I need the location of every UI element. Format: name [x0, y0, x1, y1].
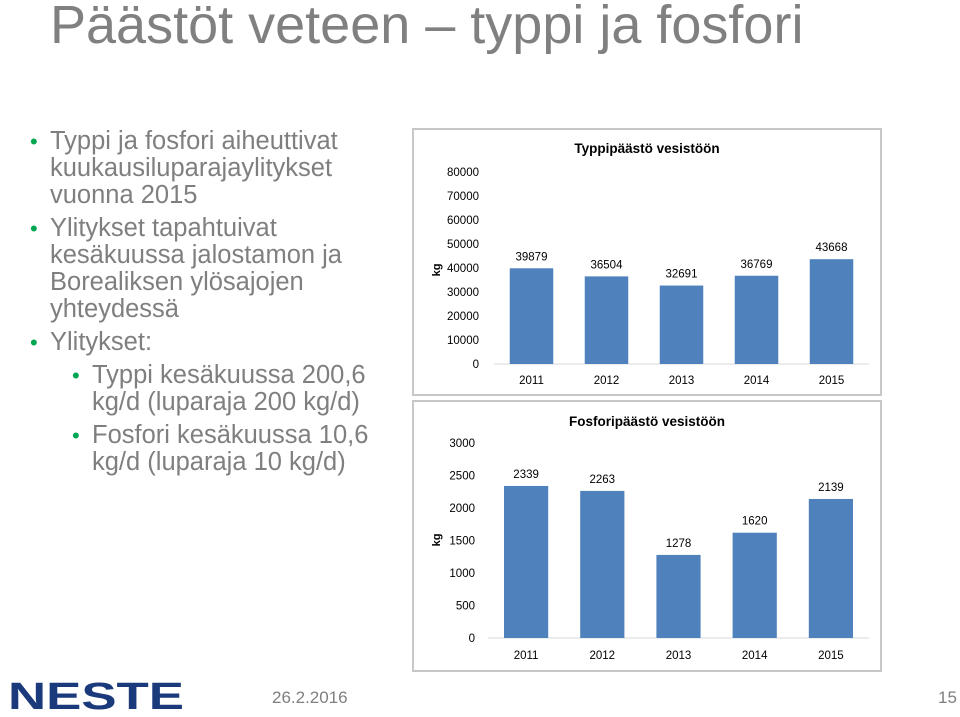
- page-number: 15: [938, 688, 957, 707]
- nitrogen-chart-svg: Typpipäästö vesistöön kg 0 10000 20000 30000 4…: [431, 141, 869, 387]
- y-tick-label: 0: [473, 359, 479, 371]
- y-tick-label: 2000: [449, 503, 475, 515]
- neste-logo-icon: NESTE: [8, 676, 184, 717]
- data-label: 2139: [818, 482, 844, 494]
- neste-logo: NESTE: [8, 676, 188, 717]
- x-tick-label: 2014: [742, 650, 768, 662]
- bar: [504, 485, 549, 638]
- data-label: 1620: [742, 516, 768, 528]
- neste-logo-text: NESTE: [8, 680, 184, 712]
- y-tick-label: 40000: [447, 263, 479, 275]
- phosphorus-chart-svg: Fosforipäästö vesistöön kg 0 500 1000 1500 200…: [431, 414, 869, 662]
- bullet-item: Ylitykset:: [30, 329, 400, 357]
- data-label: 43668: [816, 242, 848, 254]
- bar: [580, 490, 625, 638]
- y-tick-label: 3000: [449, 438, 475, 450]
- x-tick-label: 2013: [669, 375, 695, 387]
- bar: [659, 285, 704, 364]
- data-label: 2339: [513, 469, 539, 481]
- data-label: 39879: [516, 251, 548, 263]
- phosphorus-chart: Fosforipäästö vesistöön kg 0 500 1000 1500 200…: [412, 400, 882, 672]
- data-label: 36769: [741, 259, 773, 271]
- y-axis-label: kg: [431, 534, 443, 547]
- x-tick-label: 2014: [744, 375, 770, 387]
- bar: [809, 259, 854, 364]
- data-label: 1278: [666, 538, 692, 550]
- x-tick-label: 2012: [594, 375, 620, 387]
- y-tick-label: 1000: [449, 568, 475, 580]
- y-tick-label: 10000: [447, 335, 479, 347]
- footer-date: 26.2.2016: [272, 688, 348, 707]
- x-tick-label: 2015: [818, 650, 844, 662]
- chart-title: Fosforipäästö vesistöön: [569, 414, 725, 429]
- y-tick-label: 60000: [447, 215, 479, 227]
- chart-title: Typpipäästö vesistöön: [574, 141, 719, 156]
- bar: [808, 498, 853, 638]
- y-tick-label: 1500: [449, 536, 475, 548]
- y-tick-label: 30000: [447, 287, 479, 299]
- data-label: 32691: [666, 269, 698, 281]
- x-tick-label: 2013: [666, 650, 692, 662]
- data-label: 2263: [590, 474, 616, 486]
- bullet-list: Typpi ja fosfori aiheuttivat kuukausilup…: [30, 128, 400, 482]
- y-tick-label: 80000: [447, 167, 479, 179]
- bar: [732, 532, 777, 638]
- data-label: 36504: [591, 259, 624, 271]
- sub-bullet-item: Typpi kesäkuussa 200,6 kg/d (luparaja 20…: [72, 362, 400, 416]
- y-tick-label: 20000: [447, 311, 479, 323]
- bullet-item: Typpi ja fosfori aiheuttivat kuukausilup…: [30, 128, 400, 209]
- bar: [584, 276, 629, 364]
- sub-bullet-item: Fosfori kesäkuussa 10,6 kg/d (luparaja 1…: [72, 422, 400, 476]
- nitrogen-chart: Typpipäästö vesistöön kg 0 10000 20000 30000 4…: [412, 128, 882, 396]
- y-axis-label: kg: [431, 264, 443, 277]
- x-tick-label: 2011: [519, 375, 544, 387]
- slide-title: Päästöt veteen – typpi ja fosfori: [50, 0, 804, 55]
- y-tick-label: 0: [469, 633, 475, 645]
- y-tick-label: 70000: [447, 191, 479, 203]
- y-tick-label: 500: [456, 601, 475, 613]
- x-tick-label: 2011: [514, 650, 539, 662]
- bar: [509, 268, 554, 364]
- bar: [734, 275, 779, 364]
- y-tick-label: 50000: [447, 239, 479, 251]
- x-tick-label: 2012: [590, 650, 616, 662]
- x-tick-label: 2015: [819, 375, 845, 387]
- bullet-item: Ylitykset tapahtuivat kesäkuussa jalosta…: [30, 215, 400, 323]
- y-tick-label: 2500: [449, 471, 475, 483]
- bar: [656, 554, 701, 638]
